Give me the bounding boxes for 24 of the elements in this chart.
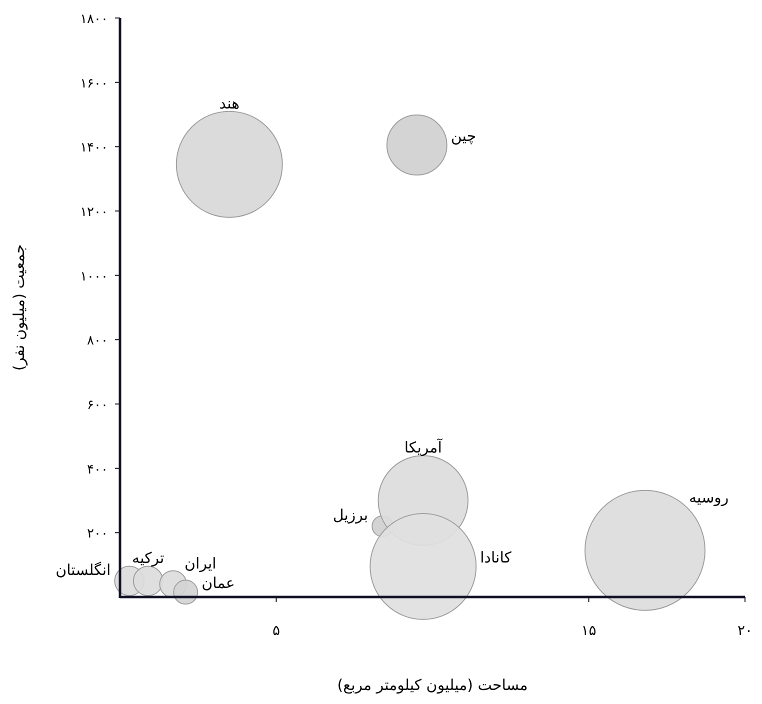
series-label: کانادا: [480, 548, 512, 566]
series-label: برزیل: [332, 506, 368, 524]
series-label: هند: [219, 94, 240, 112]
x-tick-label: ۱۵: [581, 623, 596, 639]
series-label: ترکیه: [132, 549, 164, 568]
y-tick-label: ۲۰۰: [87, 526, 108, 542]
x-axis-title: مساحت (میلیون کیلومتر مربع): [337, 676, 528, 694]
series-label: آمریکا: [404, 438, 443, 457]
y-tick-label: ۸۰۰: [87, 334, 108, 349]
y-axis-title: جمعیت (میلیون نفر): [10, 244, 28, 371]
series-label: ایران: [184, 554, 216, 573]
y-tick-label: ۱۲۰۰: [80, 205, 108, 220]
y-tick-label: ۶۰۰: [87, 398, 108, 413]
series-label: عمان: [202, 574, 235, 592]
x-tick-label: ۵: [272, 623, 280, 639]
y-tick-label: ۱۰۰۰: [80, 269, 108, 284]
y-tick-label: ۱۸۰۰: [80, 12, 108, 27]
series-label: روسیه: [689, 488, 729, 506]
y-tick-label: ۱۶۰۰: [80, 76, 108, 92]
y-tick-label: ۴۰۰: [87, 462, 108, 478]
x-tick-label: ۲۰: [737, 623, 753, 639]
y-tick-label: ۱۴۰۰: [80, 140, 108, 156]
series-label: چین: [450, 127, 476, 146]
series-label: انگلستان: [56, 560, 111, 579]
